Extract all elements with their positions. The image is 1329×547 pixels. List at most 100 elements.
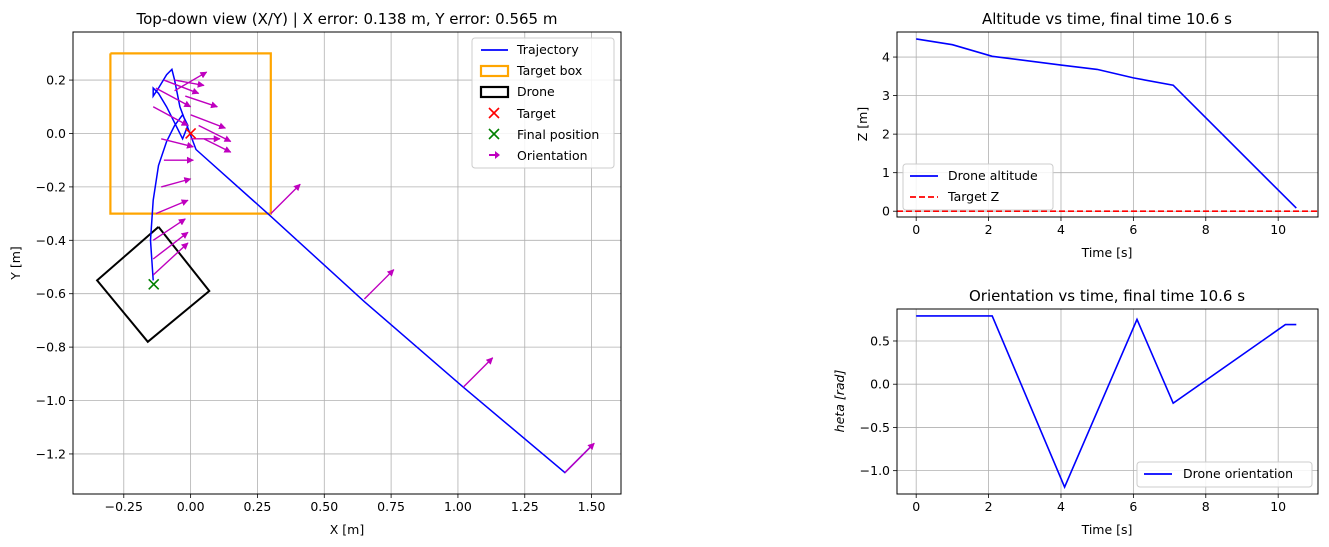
x-tick-label: 0.25 [244,499,272,514]
target-marker-stroke [185,127,197,140]
legend-orientation-line-label: Drone orientation [1183,466,1293,481]
orientation-legend: Drone orientation [1136,461,1313,488]
orientation-arrow [564,442,595,474]
orientation-legend-box [1136,461,1313,488]
target-box [109,52,272,215]
altitude-frame [896,31,1319,218]
x-tick-label: 6 [1129,499,1137,514]
y-tick-label: 1 [882,165,890,180]
final-position-marker [148,278,160,290]
final-position-marker-stroke [148,278,160,290]
orientation-arrow [203,138,232,153]
orientation-plot-area [916,315,1297,490]
x-tick-label: 10 [1270,222,1286,237]
legend-altitude-label: Drone altitude [948,168,1038,183]
x-tick-label: 0.50 [310,499,338,514]
orientation-arrow [161,138,194,149]
altitude-plot-area [897,38,1318,212]
drone-outline [95,226,211,344]
x-tick-label: 6 [1129,222,1137,237]
series-line [916,38,1297,209]
orientation-arrow [190,114,227,130]
x-tick-label: 8 [1202,499,1210,514]
orientation-arrow [363,269,395,300]
orientation-arrow [152,242,189,276]
orientation-chart: Orientation vs time, final time 10.6 s 0… [832,287,1319,537]
x-tick-label: 1.00 [444,499,472,514]
legend-orientation-marker [489,151,500,159]
legend-target-box-swatch [479,64,510,78]
y-tick-label: 3 [882,88,890,103]
x-tick-label: −0.25 [105,499,143,514]
altitude-legend: Drone altitude Target Z [902,163,1054,211]
orientation-frame [896,308,1319,495]
orientation-arrow [198,124,232,143]
legend-targetz-label: Target Z [947,189,999,204]
orientation-x-label: Time [s] [1081,522,1133,537]
y-tick-label: −0.5 [860,420,890,435]
y-tick-label: −1.2 [36,446,66,461]
orientation-arrow [152,106,189,127]
legend-drone-label: Drone [517,84,555,99]
y-tick-label: −1.0 [36,393,66,408]
x-tick-label: 10 [1270,499,1286,514]
y-tick-label: 0.0 [46,126,66,141]
orientation-title: Orientation vs time, final time 10.6 s [969,287,1245,305]
x-tick-label: 1.25 [511,499,539,514]
topdown-x-ticks: −0.25 0.00 0.25 0.50 0.75 1.00 1.25 1.50 [105,494,606,514]
orientation-arrow [152,218,186,241]
legend-final-label: Final position [517,127,599,142]
x-tick-label: 2 [985,222,993,237]
y-tick-label: 0 [882,204,890,219]
x-tick-label: 4 [1057,222,1065,237]
topdown-frame [72,31,622,495]
y-tick-label: −0.8 [36,340,66,355]
altitude-chart: Altitude vs time, final time 10.6 s 0 2 4 6… [855,10,1319,260]
legend-final-marker [488,128,500,140]
orientation-arrow [161,177,192,188]
x-tick-label: 4 [1057,499,1065,514]
topdown-legend: Trajectory Target box Drone Target Final… [471,37,615,169]
x-tick-label: 0.75 [377,499,405,514]
x-tick-label: 0 [912,499,920,514]
topdown-x-label: X [m] [330,522,364,537]
orientation-arrow [152,231,189,260]
y-tick-label: 0.5 [870,333,890,348]
y-tick-label: 2 [882,127,890,142]
altitude-x-label: Time [s] [1081,245,1133,260]
x-tick-label: 0.00 [177,499,205,514]
legend-drone-swatch [479,85,510,99]
topdown-grid [73,32,621,494]
topdown-y-label: Y [m] [8,246,23,281]
y-tick-label: −0.4 [36,233,66,248]
x-tick-label: 2 [985,499,993,514]
orientation-arrow [155,199,189,215]
topdown-title: Top-down view (X/Y) | X error: 0.138 m, … [136,10,558,28]
series-line [916,315,1297,490]
topdown-plot-area [95,52,595,474]
y-tick-label: −1.0 [860,463,890,478]
y-tick-label: −0.2 [36,179,66,194]
orientation-arrow [155,87,192,108]
x-tick-label: 1.50 [578,499,606,514]
x-tick-label: 8 [1202,222,1210,237]
y-tick-label: 4 [882,50,890,65]
legend-orientation-label: Orientation [517,148,588,163]
orientation-y-ticks: 0.5 0.0 −0.5 −1.0 [860,333,897,478]
orientation-arrow [174,71,208,92]
x-tick-label: 0 [912,222,920,237]
orientation-y-label: heta [rad] [832,370,847,433]
orientation-arrow [462,357,494,388]
legend-trajectory-label: Trajectory [516,42,579,57]
orientation-x-ticks: 0 2 4 6 8 10 [912,494,1286,514]
legend-target-marker [488,107,500,119]
orientation-arrow [185,95,219,109]
altitude-legend-box [902,163,1054,211]
topdown-y-ticks: 0.2 0.0 −0.2 −0.4 −0.6 −0.8 −1.0 −1.2 [36,73,73,461]
altitude-x-ticks: 0 2 4 6 8 10 [912,217,1286,237]
altitude-y-label: Z [m] [855,107,870,141]
orientation-arrow [270,183,301,215]
y-tick-label: −0.6 [36,286,66,301]
y-tick-label: 0.2 [46,73,66,88]
